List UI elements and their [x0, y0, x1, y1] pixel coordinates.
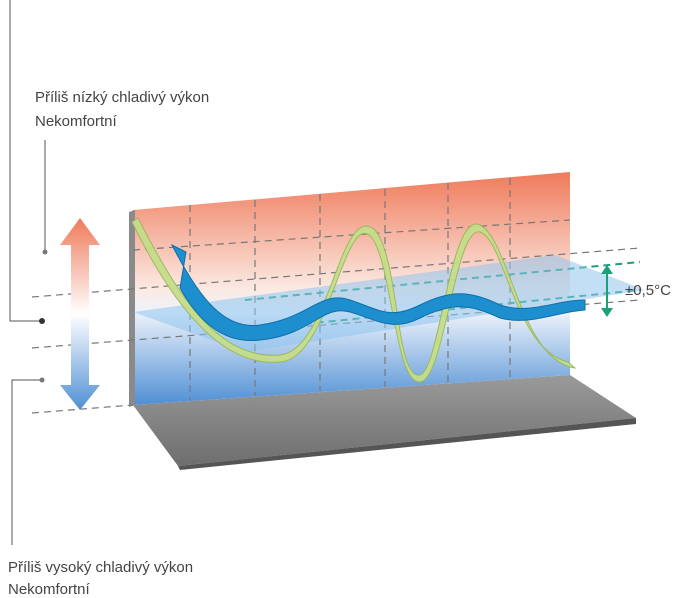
wall-edge: [129, 210, 135, 407]
top-label: Příliš nízký chladivý výkon: [35, 89, 209, 106]
floor: [133, 375, 636, 466]
tolerance-label: ±0,5°C: [625, 282, 671, 299]
top-label: Nekomfortní: [35, 113, 118, 130]
floor-edge: [178, 418, 636, 470]
leaders: [9, 0, 48, 545]
range-arrow: [60, 218, 100, 410]
controlled-ribbon: [170, 243, 586, 342]
bottom-label: Nekomfortní: [8, 581, 91, 598]
bottom-label: Příliš vysoký chladivý výkon: [8, 559, 193, 576]
temperature-ribbon: [131, 217, 577, 383]
tolerance-arrow: [601, 265, 613, 317]
